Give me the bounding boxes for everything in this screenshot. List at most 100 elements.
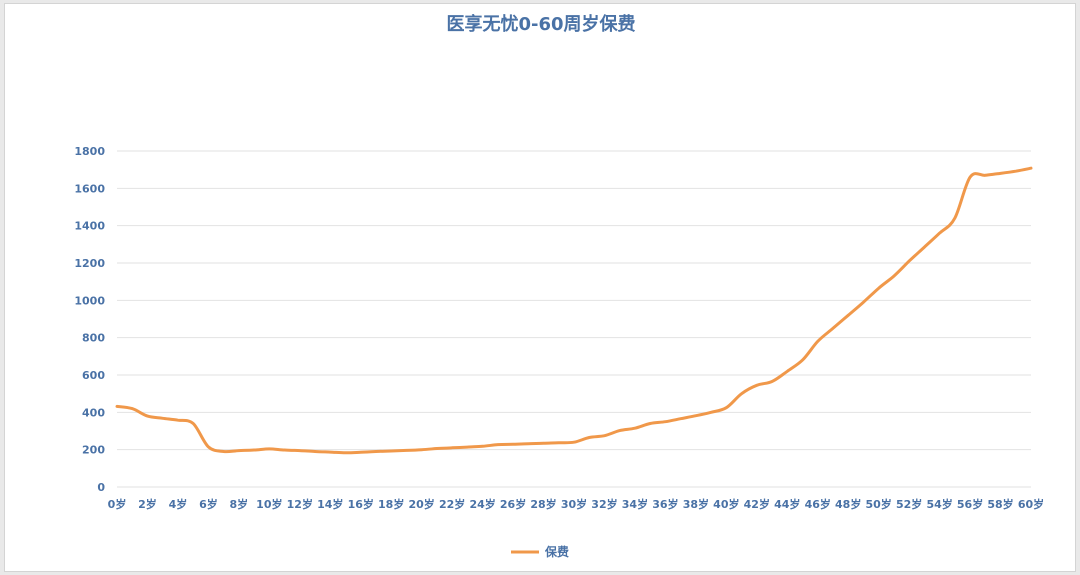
y-tick-label: 1800	[74, 145, 105, 158]
data-point	[648, 422, 652, 426]
data-point	[206, 445, 210, 449]
x-tick-label: 30岁	[561, 497, 587, 511]
data-point	[511, 442, 515, 446]
x-tick-label: 52岁	[896, 497, 922, 511]
y-tick-label: 1000	[74, 294, 105, 307]
chart-frame: 医享无忧0-60周岁保费 0 200 400 600 800 1000 1200 1400 16…	[4, 3, 1076, 572]
y-tick-label: 1400	[74, 220, 105, 233]
x-tick-label: 40岁	[713, 497, 739, 511]
data-point	[603, 434, 607, 438]
series-layer	[115, 166, 1033, 455]
data-point	[328, 450, 332, 454]
data-point	[115, 404, 119, 408]
data-point	[435, 447, 439, 451]
data-point	[740, 392, 744, 396]
data-point	[679, 417, 683, 421]
data-point	[161, 416, 165, 420]
x-tick-label: 44岁	[774, 497, 800, 511]
x-tick-label: 34岁	[622, 497, 648, 511]
y-tick-label: 1600	[74, 182, 105, 195]
data-point	[587, 436, 591, 440]
data-point	[465, 445, 469, 449]
data-point	[801, 358, 805, 362]
data-point	[313, 450, 317, 454]
data-point	[709, 410, 713, 414]
data-point	[252, 448, 256, 452]
x-tick-label: 48岁	[835, 497, 861, 511]
gridlines	[117, 150, 1031, 488]
data-point	[999, 171, 1003, 175]
x-tick-label: 26岁	[500, 497, 526, 511]
data-point	[344, 451, 348, 455]
data-point	[877, 286, 881, 290]
data-point	[663, 420, 667, 424]
data-point	[983, 173, 987, 177]
data-point	[450, 446, 454, 450]
x-tick-label: 6岁	[199, 497, 218, 511]
y-axis-ticks: 0 200 400 600 800 1000 1200 1400 1600 1800	[74, 145, 105, 494]
data-point	[298, 449, 302, 453]
data-point	[146, 414, 150, 418]
data-point	[938, 231, 942, 235]
x-tick-label: 36岁	[652, 497, 678, 511]
y-tick-label: 600	[82, 369, 105, 382]
x-tick-label: 14岁	[317, 497, 343, 511]
data-point	[176, 418, 180, 422]
data-point	[922, 245, 926, 249]
x-tick-label: 0岁	[108, 497, 127, 511]
data-point	[861, 300, 865, 304]
series-line-0	[115, 166, 1033, 455]
data-point	[572, 440, 576, 444]
x-tick-label: 38岁	[683, 497, 709, 511]
data-point	[420, 448, 424, 452]
x-tick-label: 18岁	[378, 497, 404, 511]
legend-label: 保费	[544, 544, 569, 559]
chart-title: 医享无忧0-60周岁保费	[446, 13, 635, 35]
x-tick-label: 58岁	[987, 497, 1013, 511]
data-point	[816, 339, 820, 343]
data-point	[724, 406, 728, 410]
line-chart: 医享无忧0-60周岁保费 0 200 400 600 800 1000 1200 1400 16…	[74, 13, 1044, 559]
x-tick-label: 22岁	[439, 497, 465, 511]
x-tick-label: 42岁	[744, 497, 770, 511]
y-tick-label: 1200	[74, 257, 105, 270]
x-tick-label: 16岁	[348, 497, 374, 511]
x-tick-label: 28岁	[530, 497, 556, 511]
data-point	[770, 380, 774, 384]
data-point	[526, 442, 530, 446]
x-tick-label: 12岁	[287, 497, 313, 511]
data-point	[359, 450, 363, 454]
data-point	[785, 369, 789, 373]
data-point	[633, 426, 637, 430]
x-tick-label: 10岁	[256, 497, 282, 511]
data-point	[557, 441, 561, 445]
x-tick-label: 60岁	[1018, 497, 1044, 511]
data-point	[374, 450, 378, 454]
data-point	[831, 326, 835, 330]
x-tick-label: 32岁	[591, 497, 617, 511]
y-tick-label: 0	[97, 481, 105, 494]
x-tick-label: 56岁	[957, 497, 983, 511]
x-tick-label: 46岁	[805, 497, 831, 511]
x-axis-ticks: 0岁 2岁 4岁 6岁 8岁 10岁 12岁 14岁 16岁 18岁 20岁 22岁 24岁 26岁 28岁…	[108, 497, 1044, 511]
legend: 保费	[511, 544, 569, 559]
data-point	[968, 175, 972, 179]
data-point	[496, 443, 500, 447]
data-point	[130, 407, 134, 411]
data-point	[267, 447, 271, 451]
x-tick-label: 20岁	[409, 497, 435, 511]
x-tick-label: 2岁	[138, 497, 157, 511]
y-tick-label: 800	[82, 332, 105, 345]
x-tick-label: 54岁	[926, 497, 952, 511]
data-point	[404, 448, 408, 452]
x-tick-label: 8岁	[230, 497, 249, 511]
data-point	[694, 414, 698, 418]
data-point	[283, 448, 287, 452]
data-point	[222, 450, 226, 454]
data-point	[237, 449, 241, 453]
data-point	[191, 422, 195, 426]
data-point	[389, 449, 393, 453]
data-point	[1014, 169, 1018, 173]
data-point	[755, 383, 759, 387]
data-point	[542, 441, 546, 445]
